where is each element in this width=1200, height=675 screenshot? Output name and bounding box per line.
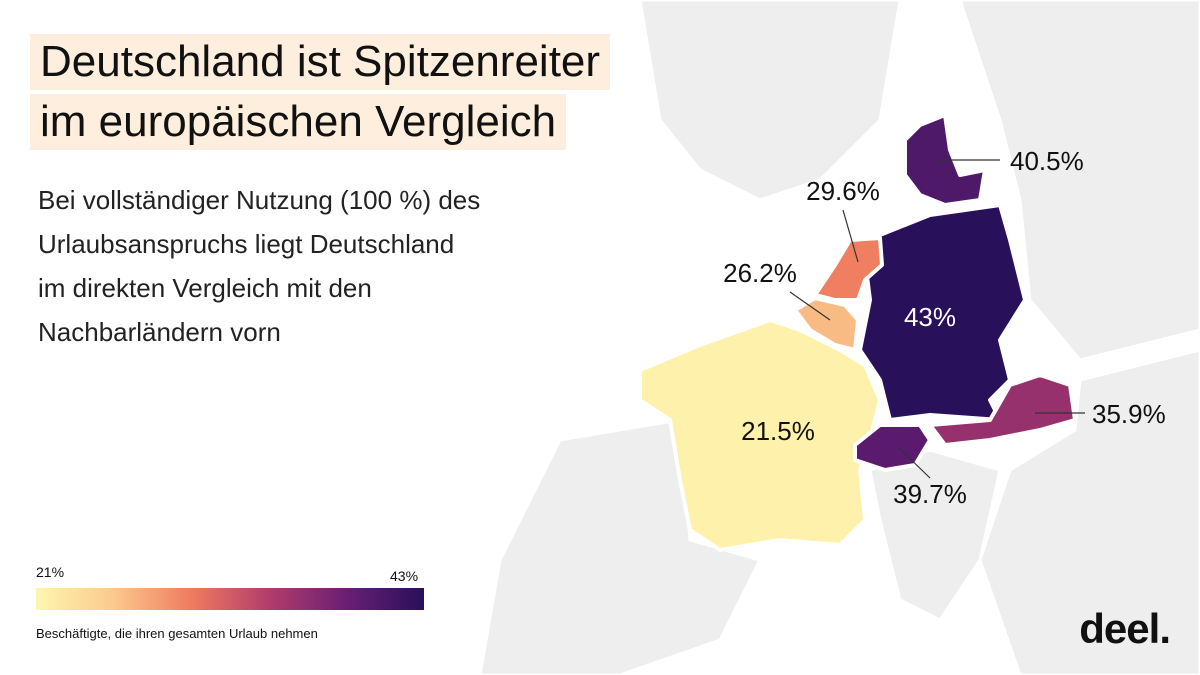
legend-max: 43% xyxy=(390,568,419,584)
value-label: 40.5% xyxy=(1010,146,1084,176)
value-label: 21.5% xyxy=(741,416,815,446)
subtitle-line: Bei vollständiger Nutzung (100 %) des xyxy=(38,185,481,215)
legend-gradient xyxy=(36,588,424,610)
value-label: 39.7% xyxy=(893,479,967,509)
legend-min: 21% xyxy=(36,564,65,580)
value-label: 35.9% xyxy=(1092,399,1166,429)
title-line: Deutschland ist Spitzenreiter xyxy=(30,34,611,90)
region-france xyxy=(638,318,882,552)
leader-lines xyxy=(789,159,1085,479)
subtitle-line: Urlaubsanspruchs liegt Deutschland xyxy=(38,229,455,259)
region-switzerland xyxy=(853,423,932,472)
region-belgium xyxy=(793,296,860,352)
legend-caption: Beschäftigte, die ihren gesamten Urlaub … xyxy=(36,626,318,641)
title-line: im europäischen Vergleich xyxy=(30,94,567,150)
logo: deel. xyxy=(1079,605,1171,652)
region-austria xyxy=(928,373,1077,447)
value-label: 43% xyxy=(904,302,956,332)
value-label: 26.2% xyxy=(723,258,797,288)
subtitle-line: im direkten Vergleich mit den xyxy=(38,273,372,303)
value-label: 29.6% xyxy=(806,176,880,206)
background-map xyxy=(478,0,1200,675)
subtitle-line: Nachbarländern vorn xyxy=(38,317,281,347)
region-netherlands xyxy=(813,236,884,302)
